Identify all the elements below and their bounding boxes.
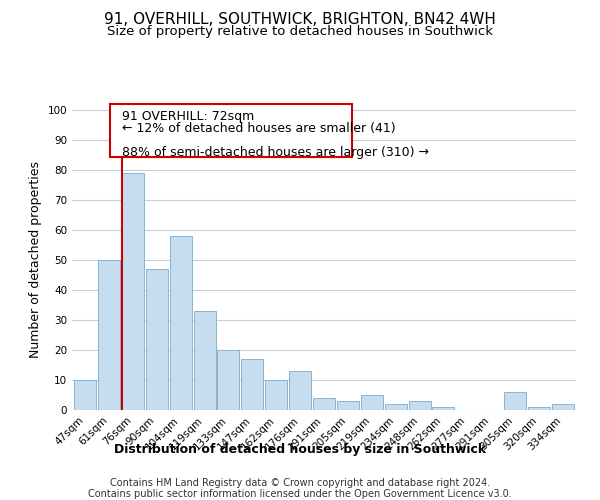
Bar — [241, 359, 263, 410]
Text: Distribution of detached houses by size in Southwick: Distribution of detached houses by size … — [114, 442, 486, 456]
Bar — [409, 401, 431, 410]
Text: 91, OVERHILL, SOUTHWICK, BRIGHTON, BN42 4WH: 91, OVERHILL, SOUTHWICK, BRIGHTON, BN42 … — [104, 12, 496, 28]
Text: Size of property relative to detached houses in Southwick: Size of property relative to detached ho… — [107, 25, 493, 38]
Text: Contains HM Land Registry data © Crown copyright and database right 2024.: Contains HM Land Registry data © Crown c… — [110, 478, 490, 488]
Bar — [265, 380, 287, 410]
Bar — [552, 404, 574, 410]
Bar — [313, 398, 335, 410]
Bar — [74, 380, 96, 410]
Bar — [433, 407, 454, 410]
Bar — [385, 404, 407, 410]
Bar — [217, 350, 239, 410]
Bar — [528, 407, 550, 410]
Y-axis label: Number of detached properties: Number of detached properties — [29, 162, 42, 358]
Bar — [146, 269, 168, 410]
Bar — [361, 395, 383, 410]
Text: ← 12% of detached houses are smaller (41): ← 12% of detached houses are smaller (41… — [122, 122, 396, 135]
FancyBboxPatch shape — [110, 104, 352, 156]
Bar — [122, 173, 144, 410]
Bar — [289, 371, 311, 410]
Bar — [170, 236, 191, 410]
Bar — [194, 311, 215, 410]
Bar — [337, 401, 359, 410]
Text: 88% of semi-detached houses are larger (310) →: 88% of semi-detached houses are larger (… — [122, 146, 430, 159]
Text: 91 OVERHILL: 72sqm: 91 OVERHILL: 72sqm — [122, 110, 254, 123]
Bar — [98, 260, 120, 410]
Bar — [504, 392, 526, 410]
Text: Contains public sector information licensed under the Open Government Licence v3: Contains public sector information licen… — [88, 489, 512, 499]
